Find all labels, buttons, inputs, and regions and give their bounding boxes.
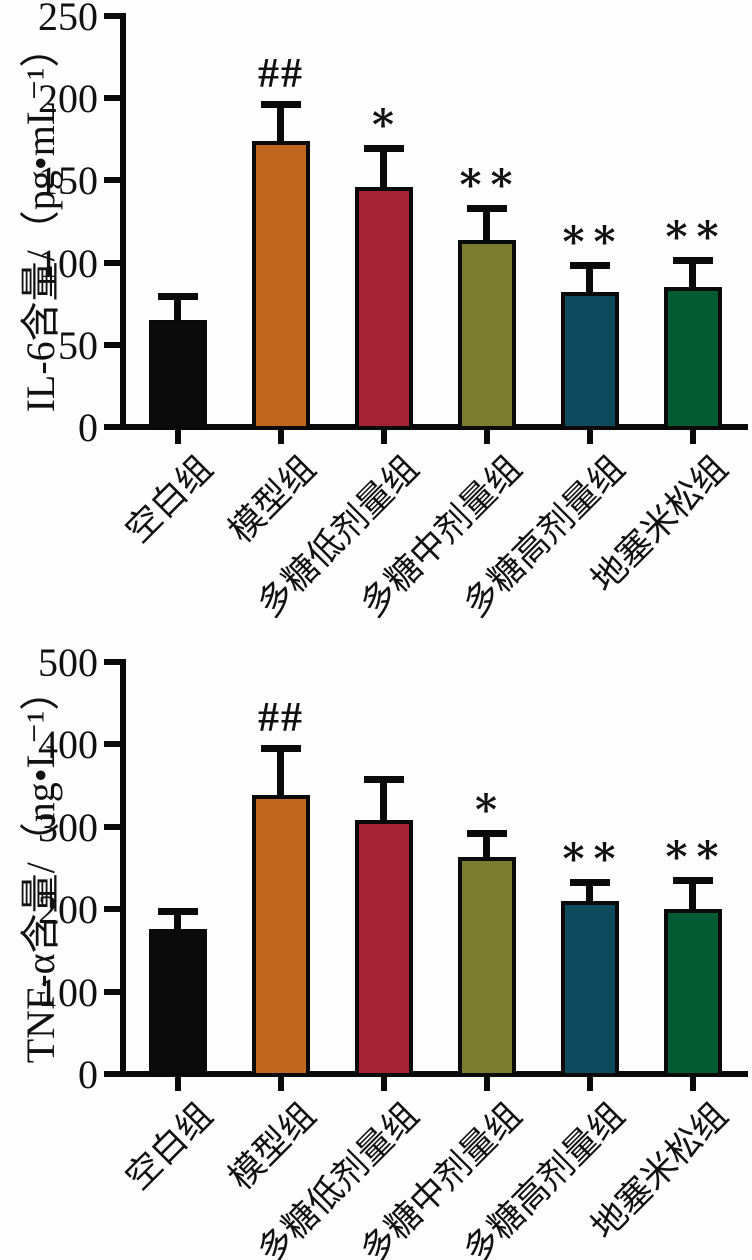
bar bbox=[458, 857, 516, 1077]
significance-annotation: ∗∗ bbox=[661, 827, 725, 874]
error-bar-line bbox=[689, 264, 696, 300]
x-category-label: 空白组 bbox=[118, 448, 221, 551]
error-bar-line bbox=[483, 836, 490, 870]
error-bar-line bbox=[586, 269, 593, 305]
y-tick-label: 200 bbox=[38, 887, 98, 933]
y-tick-label: 0 bbox=[78, 405, 98, 450]
bar bbox=[355, 186, 413, 430]
chart-il6: IL-6含量/（pg•mL⁻¹） 0 50 100 150 200 250 空白组 ## 模型组… bbox=[18, 0, 748, 625]
y-tick bbox=[104, 424, 120, 430]
y-tick bbox=[104, 823, 120, 830]
y-tick-label: 250 bbox=[38, 0, 98, 39]
x-tick bbox=[484, 1077, 490, 1091]
bar bbox=[252, 795, 310, 1077]
error-bar-line bbox=[380, 152, 387, 199]
bar bbox=[561, 292, 619, 430]
y-tick bbox=[104, 259, 120, 266]
x-tick bbox=[484, 430, 490, 444]
error-bar-line bbox=[277, 108, 284, 153]
error-bar-cap bbox=[673, 877, 713, 885]
y-tick bbox=[104, 13, 120, 19]
x-category-label: 模型组 bbox=[221, 1095, 324, 1198]
error-bar-cap bbox=[364, 776, 404, 784]
bar bbox=[561, 900, 619, 1077]
y-tick bbox=[104, 659, 120, 665]
y-tick-label: 300 bbox=[38, 804, 98, 850]
x-tick bbox=[690, 1077, 696, 1091]
x-tick bbox=[587, 1077, 593, 1091]
y-tick bbox=[104, 906, 120, 913]
significance-annotation: ∗ bbox=[368, 95, 400, 142]
error-bar-cap bbox=[467, 829, 507, 837]
error-bar-cap bbox=[158, 293, 198, 301]
error-bar-line bbox=[380, 783, 387, 833]
error-bar-line bbox=[586, 886, 593, 913]
y-tick-label: 50 bbox=[58, 322, 98, 368]
significance-annotation: ## bbox=[258, 694, 304, 741]
significance-annotation: ∗ bbox=[471, 779, 503, 826]
significance-annotation: ## bbox=[258, 51, 304, 98]
bar bbox=[149, 320, 207, 430]
error-bar-cap bbox=[570, 879, 610, 887]
y-tick-label: 150 bbox=[38, 158, 98, 204]
error-bar-line bbox=[277, 751, 284, 808]
y-tick bbox=[104, 341, 120, 348]
significance-annotation: ∗∗ bbox=[661, 207, 725, 254]
y-tick-label: 0 bbox=[78, 1052, 98, 1097]
error-bar-cap bbox=[158, 907, 198, 915]
bar bbox=[252, 140, 310, 430]
error-bar-cap bbox=[467, 204, 507, 212]
y-tick bbox=[104, 95, 120, 102]
y-axis-line bbox=[120, 659, 126, 1077]
x-tick bbox=[587, 430, 593, 444]
y-tick bbox=[104, 741, 120, 748]
significance-annotation: ∗∗ bbox=[558, 212, 622, 259]
x-axis-line bbox=[120, 1071, 748, 1077]
x-tick bbox=[175, 430, 181, 444]
x-tick bbox=[278, 430, 284, 444]
y-tick-label: 200 bbox=[38, 76, 98, 122]
y-tick bbox=[104, 988, 120, 995]
x-category-label: 空白组 bbox=[118, 1095, 221, 1198]
x-tick bbox=[381, 1077, 387, 1091]
y-tick-label: 500 bbox=[38, 640, 98, 685]
bar bbox=[149, 928, 207, 1077]
x-tick bbox=[175, 1077, 181, 1091]
error-bar-cap bbox=[364, 145, 404, 153]
error-bar-line bbox=[689, 884, 696, 922]
error-bar-cap bbox=[261, 744, 301, 752]
error-bar-cap bbox=[570, 262, 610, 270]
error-bar-cap bbox=[673, 257, 713, 265]
y-axis-line bbox=[120, 13, 126, 430]
x-tick bbox=[690, 430, 696, 444]
y-tick-label: 400 bbox=[38, 722, 98, 768]
bar bbox=[355, 820, 413, 1077]
error-bar-line bbox=[174, 300, 181, 333]
bar bbox=[664, 287, 722, 430]
significance-annotation: ∗∗ bbox=[455, 154, 519, 201]
error-bar-line bbox=[174, 914, 181, 941]
y-tick bbox=[104, 1071, 120, 1077]
y-tick-label: 100 bbox=[38, 240, 98, 286]
x-tick bbox=[278, 1077, 284, 1091]
y-tick bbox=[104, 177, 120, 184]
bar bbox=[664, 909, 722, 1077]
error-bar-cap bbox=[261, 101, 301, 109]
x-tick bbox=[381, 430, 387, 444]
error-bar-line bbox=[483, 211, 490, 252]
x-category-label: 模型组 bbox=[221, 448, 324, 551]
bar bbox=[458, 239, 516, 430]
chart-tnf-alpha: TNF-α含量/（ng•L⁻¹） 0 100 200 300 400 500 空白组 ## 模型… bbox=[0, 630, 752, 1260]
y-tick-label: 100 bbox=[38, 969, 98, 1015]
x-axis-line bbox=[120, 424, 748, 430]
significance-annotation: ∗∗ bbox=[558, 829, 622, 876]
